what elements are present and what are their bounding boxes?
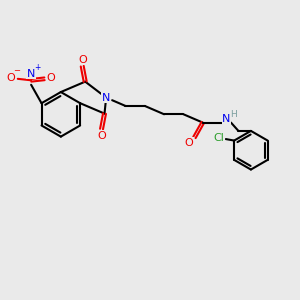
Text: +: + — [34, 63, 41, 72]
Text: H: H — [230, 110, 237, 119]
Text: N: N — [222, 114, 231, 124]
Text: −: − — [13, 67, 20, 76]
Text: O: O — [78, 55, 87, 64]
Text: N: N — [102, 93, 110, 103]
Text: Cl: Cl — [213, 134, 224, 143]
Text: O: O — [185, 138, 194, 148]
Text: O: O — [7, 73, 16, 82]
Text: N: N — [27, 69, 35, 79]
Text: O: O — [98, 130, 106, 141]
Text: O: O — [47, 73, 56, 82]
